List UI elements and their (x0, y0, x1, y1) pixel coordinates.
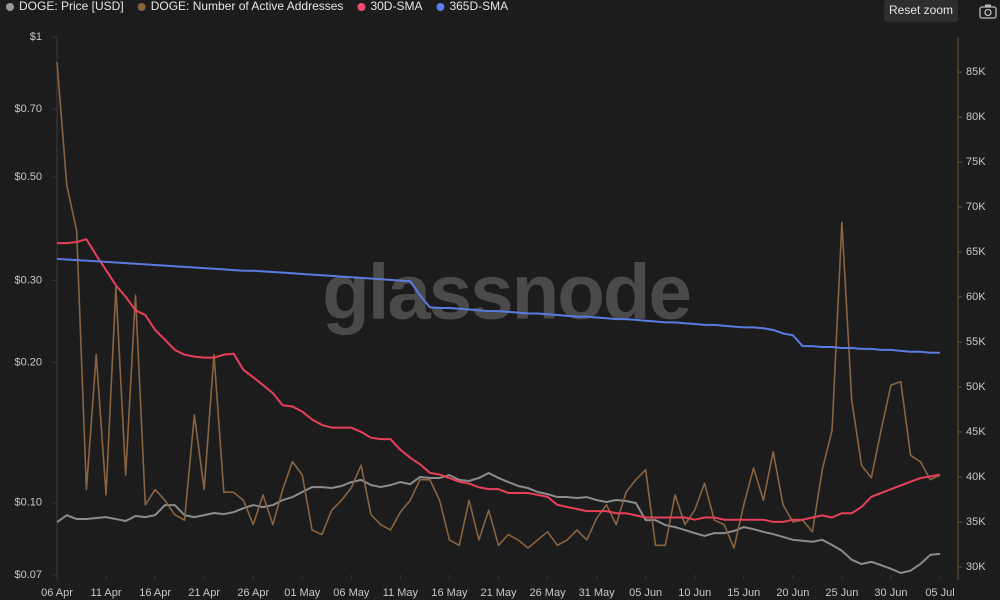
y2-tick-label: 80K (966, 111, 986, 123)
plot: $1 $0.70 $0.50 $0.30 $0.20 $0.10 $0.07 30K 35K 40… (14, 31, 986, 599)
x-tick-label: 26 May (530, 587, 567, 599)
legend-label: DOGE: Price [USD] (19, 0, 124, 13)
x-tick-label: 31 May (579, 587, 616, 599)
camera-icon[interactable] (979, 4, 997, 19)
x-tick-label: 16 May (431, 587, 468, 599)
y-tick-label: $0.70 (14, 103, 42, 115)
x-tick-label: 16 Apr (139, 587, 171, 599)
legend-marker (137, 3, 146, 11)
y-tick-label: $0.30 (14, 274, 42, 286)
series-line (56, 62, 941, 549)
x-tick-label: 05 Jun (629, 587, 662, 599)
y2-tick-label: 70K (966, 201, 986, 213)
watermark: glassnode (322, 248, 690, 336)
x-tick-label: 15 Jun (727, 587, 760, 599)
y-tick-label: $1 (30, 31, 42, 43)
camera-lens[interactable] (984, 8, 992, 17)
x-tick-label: 05 Jul (925, 587, 954, 599)
x-tick-label: 25 Jun (825, 587, 858, 599)
legend: DOGE: Price [USD] DOGE: Number of Active … (6, 0, 508, 13)
legend-marker (357, 3, 366, 11)
x-tick-label: 21 Apr (188, 587, 220, 599)
x-tick-label: 11 Apr (91, 587, 122, 599)
x-tick-label: 01 May (284, 587, 321, 599)
y2-tick-label: 45K (966, 426, 986, 438)
legend-label: 30D-SMA (370, 0, 422, 13)
y2-tick-label: 55K (966, 336, 986, 348)
y2-tick-label: 35K (966, 516, 986, 528)
x-tick-label: 06 May (333, 587, 370, 599)
y-tick-label: $0.07 (14, 569, 42, 581)
legend-marker (436, 3, 445, 11)
reset-zoom-button[interactable]: Reset zoom (884, 0, 958, 22)
x-tick-label: 10 Jun (678, 587, 711, 599)
legend-label: 365D-SMA (449, 0, 508, 13)
x-tick-label: 11 May (383, 587, 419, 599)
x-tick-label: 26 Apr (237, 587, 269, 599)
button-label[interactable]: Reset zoom (889, 3, 953, 17)
y-tick-label: $0.10 (14, 497, 42, 509)
x-tick-label: 20 Jun (776, 587, 809, 599)
y2-tick-label: 85K (966, 66, 986, 78)
x-tick-label: 06 Apr (41, 587, 73, 599)
button-bg[interactable] (884, 0, 958, 22)
legend-marker (6, 3, 14, 11)
y2-tick-label: 40K (966, 471, 986, 483)
y-tick-label: $0.50 (14, 171, 42, 183)
series-line (57, 238, 941, 523)
y2-tick-label: 65K (966, 246, 986, 258)
x-tick-label: 30 Jun (874, 587, 907, 599)
y2-tick-label: 50K (966, 381, 986, 393)
camera-top[interactable] (985, 4, 991, 8)
y2-tick-label: 75K (966, 156, 986, 168)
x-tick-label: 21 May (480, 587, 517, 599)
y-tick-label: $0.20 (14, 357, 42, 369)
y2-tick-label: 60K (966, 291, 986, 303)
series-line (56, 471, 941, 574)
y2-tick-label: 30K (966, 561, 986, 573)
legend-label: DOGE: Number of Active Addresses (151, 0, 344, 13)
series-line (56, 257, 940, 354)
